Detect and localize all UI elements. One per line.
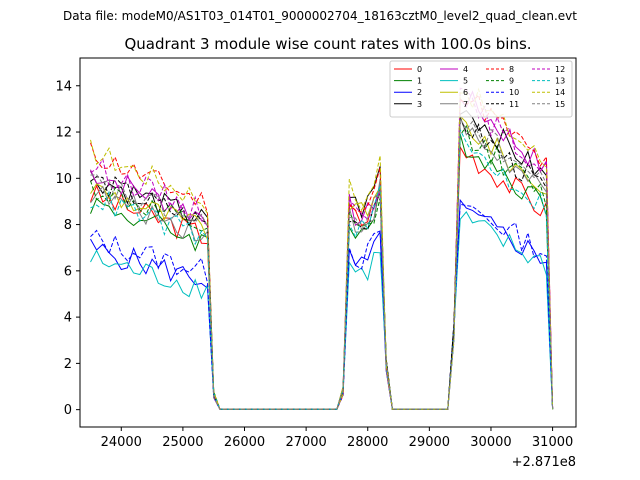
x-tick-label: 28000 — [347, 435, 388, 450]
legend-label-5: 5 — [463, 77, 468, 86]
series-line-12 — [90, 87, 554, 410]
y-tick-label: 0 — [64, 403, 72, 418]
series-line-14 — [90, 87, 554, 410]
legend-label-15: 15 — [555, 100, 565, 109]
series-line-5 — [90, 211, 554, 410]
chart-title: Quadrant 3 module wise count rates with … — [124, 35, 531, 53]
x-tick-label: 29000 — [409, 435, 450, 450]
legend-label-13: 13 — [555, 77, 565, 86]
y-tick-label: 12 — [55, 126, 72, 141]
x-tick-label: 27000 — [285, 435, 326, 450]
x-tick-label: 30000 — [470, 435, 511, 450]
legend-frame — [389, 60, 573, 118]
series-line-13 — [90, 129, 554, 410]
series-line-7 — [90, 116, 554, 410]
legend-label-6: 6 — [463, 88, 468, 97]
y-tick-label: 6 — [64, 264, 72, 279]
x-offset-label: +2.871e8 — [512, 455, 576, 470]
legend-label-9: 9 — [509, 77, 514, 86]
y-tick-label: 10 — [55, 172, 72, 187]
series-line-1 — [90, 133, 554, 410]
series-line-9 — [90, 124, 554, 410]
x-tick-label: 25000 — [162, 435, 203, 450]
legend-label-8: 8 — [509, 65, 514, 74]
legend-label-11: 11 — [509, 100, 519, 109]
legend-label-0: 0 — [417, 65, 422, 74]
plot-frame — [79, 57, 577, 428]
x-tick-label: 31000 — [532, 435, 573, 450]
series-line-2 — [90, 198, 554, 410]
series-line-10 — [90, 203, 554, 410]
y-tick-label: 8 — [64, 218, 72, 233]
series-line-4 — [90, 90, 554, 410]
series-line-6 — [90, 115, 554, 410]
series-layer — [90, 87, 554, 410]
chart-suptitle: Data file: modeM0/AS1T03_014T01_90000027… — [63, 9, 577, 23]
y-tick-label: 2 — [64, 357, 72, 372]
axes-layer: 24000 25000 26000 27000 28000 29000 30000 31000… — [55, 79, 573, 450]
legend-label-3: 3 — [417, 100, 422, 109]
legend-label-4: 4 — [463, 65, 468, 74]
x-tick-label: 26000 — [224, 435, 265, 450]
series-line-0 — [90, 145, 554, 410]
x-tick-label: 24000 — [101, 435, 142, 450]
legend-label-12: 12 — [555, 65, 565, 74]
legend-label-14: 14 — [555, 88, 565, 97]
y-tick-label: 4 — [64, 311, 72, 326]
legend-label-7: 7 — [463, 100, 468, 109]
legend-label-2: 2 — [417, 88, 422, 97]
series-line-3 — [90, 109, 554, 410]
series-line-15 — [90, 116, 554, 410]
y-tick-label: 14 — [55, 79, 72, 94]
legend-label-10: 10 — [509, 88, 519, 97]
legend-label-1: 1 — [417, 77, 422, 86]
